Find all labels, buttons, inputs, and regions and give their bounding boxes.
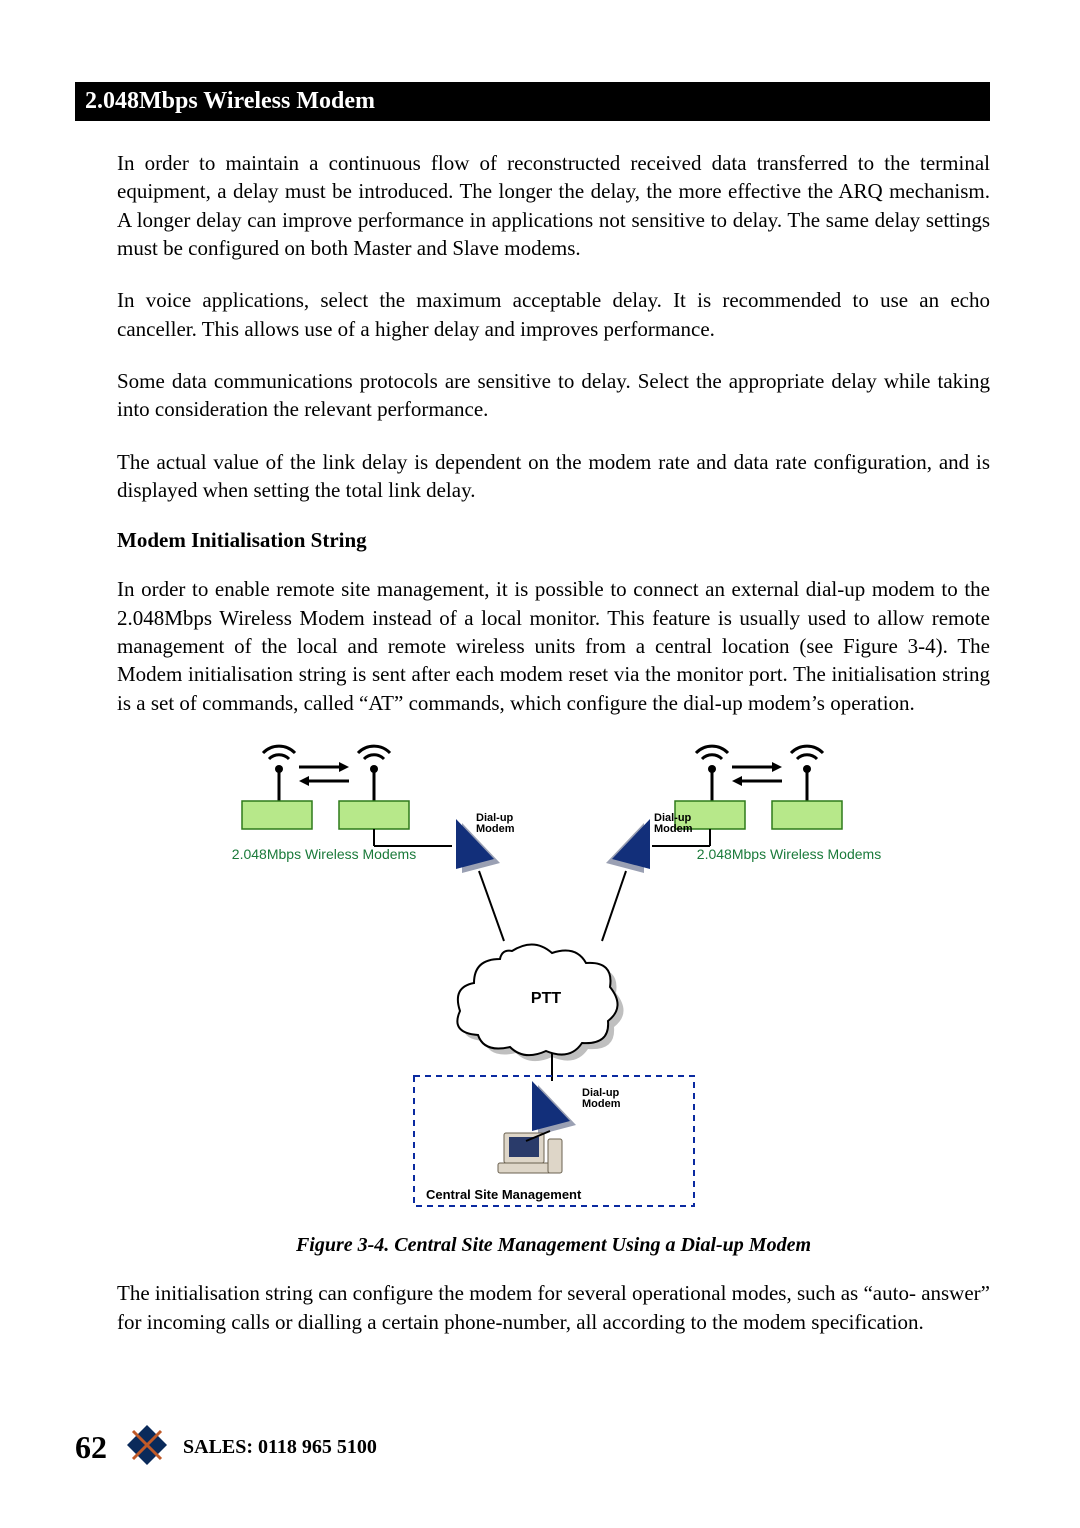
line-right-to-cloud <box>602 871 626 941</box>
footer-sales-text: SALES: 0118 965 5100 <box>183 1436 377 1459</box>
dialup-right-icon: Dial-up Modem <box>606 812 694 873</box>
left-modems-label: 2.048Mbps Wireless Modems <box>231 846 415 862</box>
right-modems-label: 2.048Mbps Wireless Modems <box>696 846 880 862</box>
paragraph-4: The actual value of the link delay is de… <box>117 448 990 505</box>
figure-3-4: 2.048Mbps Wireless Modems <box>117 741 990 1226</box>
page-footer: 62 SALES: 0118 965 5100 <box>75 1423 377 1472</box>
paragraph-5: In order to enable remote site managemen… <box>117 575 990 717</box>
page-header-bar: 2.048Mbps Wireless Modem <box>75 82 990 121</box>
central-site-label: Central Site Management <box>426 1187 582 1202</box>
dialup-left-icon: Dial-up Modem <box>456 812 516 873</box>
paragraph-1: In order to maintain a continuous flow o… <box>117 149 990 262</box>
ptt-cloud: PTT <box>457 945 623 1062</box>
subheading-modem-init: Modem Initialisation String <box>117 528 990 553</box>
paragraph-3: Some data communications protocols are s… <box>117 367 990 424</box>
ptt-label: PTT <box>530 990 560 1007</box>
svg-text:Dial-up Modem: Dial-up Modem <box>654 812 694 835</box>
left-modem-group: 2.048Mbps Wireless Modems <box>231 746 451 862</box>
paragraph-2: In voice applications, select the maximu… <box>117 286 990 343</box>
footer-logo-icon <box>125 1423 169 1472</box>
svg-text:Dial-up Modem: Dial-up Modem <box>476 812 516 835</box>
dialup-center-icon: Dial-up Modem <box>532 1081 622 1135</box>
paragraph-6: The initialisation string can configure … <box>117 1279 990 1336</box>
diagram-svg: 2.048Mbps Wireless Modems <box>204 741 904 1221</box>
svg-text:Dial-up Modem: Dial-up Modem <box>582 1087 622 1110</box>
line-left-to-cloud <box>479 871 504 941</box>
figure-caption: Figure 3-4. Central Site Management Usin… <box>117 1234 990 1257</box>
right-modem-group: 2.048Mbps Wireless Modems <box>652 746 881 862</box>
header-title: 2.048Mbps Wireless Modem <box>85 88 375 114</box>
page: 2.048Mbps Wireless Modem In order to mai… <box>0 0 1080 1528</box>
page-number: 62 <box>75 1429 107 1466</box>
